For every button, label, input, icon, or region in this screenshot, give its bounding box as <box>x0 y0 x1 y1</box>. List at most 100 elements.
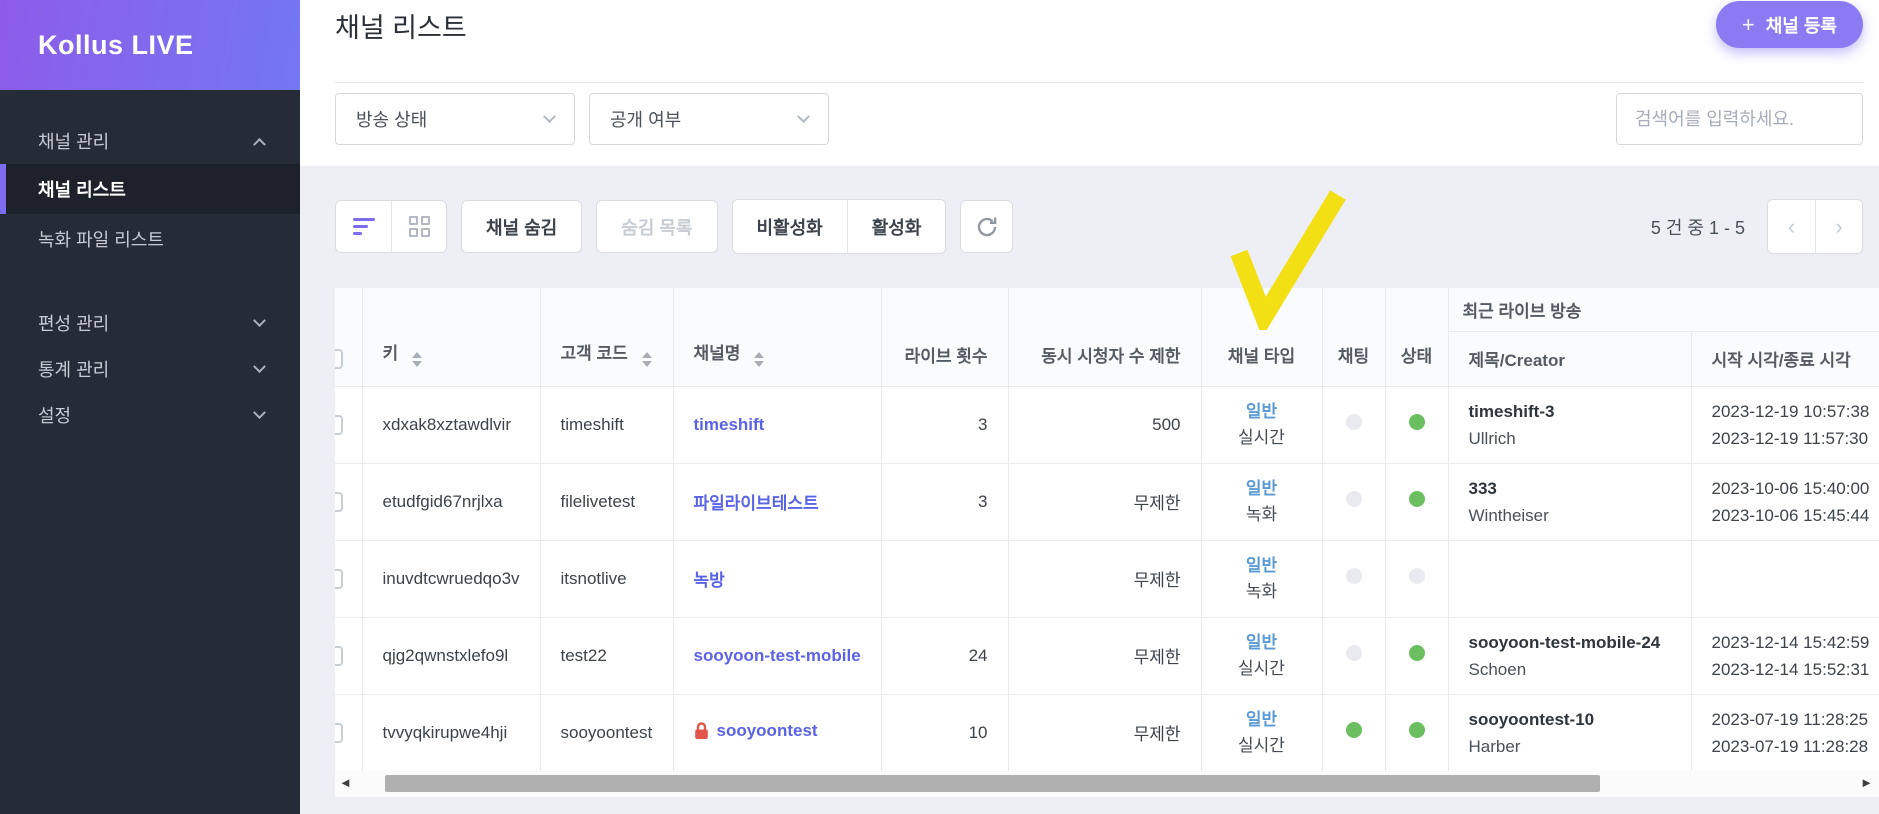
header-title-creator: 제목/Creator <box>1447 331 1692 387</box>
sidebar-menu: 채널 관리 채널 리스트 녹화 파일 리스트 편성 관리 통계 관리 설정 <box>0 90 300 438</box>
scroll-left-arrow-icon[interactable]: ◄ <box>339 775 352 790</box>
cell-viewer-limit: 무제한 <box>1007 694 1202 772</box>
sidebar-item-label: 편성 관리 <box>38 314 110 334</box>
toolbar: 채널 숨김 숨김 목록 비활성화 활성화 5 건 중 1 - 5 ‹ › <box>335 199 1863 254</box>
cell-key: qjg2qwnstxlefo9l <box>361 617 541 695</box>
channel-status-dot <box>1408 568 1425 584</box>
horizontal-scrollbar: ◄ ► <box>335 771 1879 797</box>
sort-icon <box>411 351 422 367</box>
sidebar: Kollus LIVE 채널 관리 채널 리스트 녹화 파일 리스트 편성 관리… <box>0 0 300 814</box>
sidebar-item-recorded-file-list[interactable]: 녹화 파일 리스트 <box>0 214 300 264</box>
channel-status-dot <box>1408 645 1425 661</box>
row-select-cell <box>335 386 363 464</box>
sidebar-item-statistics-management[interactable]: 통계 관리 <box>0 346 300 392</box>
cell-key: xdxak8xztawdlvir <box>361 386 541 464</box>
cell-start-end <box>1690 540 1879 618</box>
refresh-button[interactable] <box>960 200 1014 253</box>
result-count: 5 건 중 1 - 5 <box>1650 217 1745 238</box>
table-row: inuvdtcwruedqo3v itsnotlive 녹방 무제한 일반 녹화 <box>335 540 1879 618</box>
cell-channel-type: 일반 녹화 <box>1200 463 1323 541</box>
chat-status-dot <box>1345 491 1362 507</box>
row-checkbox[interactable] <box>335 491 343 512</box>
activation-button-group: 비활성화 활성화 <box>731 199 947 254</box>
cell-customer-code: sooyoontest <box>539 694 674 772</box>
cell-live-count: 3 <box>880 386 1009 464</box>
sidebar-item-scheduling-management[interactable]: 편성 관리 <box>0 300 300 346</box>
cell-channel-type: 일반 실시간 <box>1200 617 1323 695</box>
search-input[interactable] <box>1616 93 1863 145</box>
chevron-down-icon <box>543 109 556 123</box>
filter-bar: 방송 상태 공개 여부 <box>335 93 829 145</box>
cell-customer-code: filelivetest <box>539 463 674 541</box>
header-channel-name[interactable]: 채널명 <box>672 288 882 387</box>
chevron-down-icon <box>253 405 266 419</box>
select-all-checkbox[interactable] <box>335 348 343 369</box>
cell-start-end: 2023-10-06 15:40:00 2023-10-06 15:45:44 <box>1690 463 1879 541</box>
cell-viewer-limit: 무제한 <box>1007 463 1202 541</box>
plus-icon: + <box>1741 11 1755 37</box>
channel-name-link[interactable]: 파일라이브테스트 <box>693 494 819 513</box>
sidebar-item-channel-list[interactable]: 채널 리스트 <box>0 164 300 214</box>
row-checkbox[interactable] <box>335 645 343 666</box>
sidebar-item-label: 통계 관리 <box>38 360 110 380</box>
channel-status-dot <box>1408 414 1425 430</box>
register-channel-button[interactable]: + 채널 등록 <box>1715 1 1863 48</box>
cell-status <box>1384 694 1449 772</box>
header-divider <box>335 82 1863 83</box>
cell-start-end: 2023-12-19 10:57:38 2023-12-19 11:57:30 <box>1690 386 1879 464</box>
header-key[interactable]: 키 <box>361 288 541 387</box>
sidebar-item-channel-management[interactable]: 채널 관리 <box>0 118 300 164</box>
header-chat: 채팅 <box>1321 288 1386 387</box>
cell-key: inuvdtcwruedqo3v <box>361 540 541 618</box>
cell-chat <box>1321 694 1386 772</box>
channel-name-link[interactable]: 녹방 <box>693 571 725 590</box>
row-checkbox[interactable] <box>335 722 343 743</box>
activate-button[interactable]: 활성화 <box>846 200 946 253</box>
cell-customer-code: test22 <box>539 617 674 695</box>
deactivate-button[interactable]: 비활성화 <box>732 200 847 253</box>
next-page-button[interactable]: › <box>1815 200 1862 253</box>
table-row: xdxak8xztawdlvir timeshift timeshift 3 5… <box>335 386 1879 464</box>
view-mode-toggle <box>335 200 447 253</box>
channel-name-link[interactable]: sooyoon-test-mobile <box>693 645 861 665</box>
hidden-list-button[interactable]: 숨김 목록 <box>596 200 718 253</box>
grid-view-icon <box>408 216 430 237</box>
cell-start-end: 2023-12-14 15:42:59 2023-12-14 15:52:31 <box>1690 617 1879 695</box>
sort-icon <box>641 351 652 367</box>
cell-customer-code: timeshift <box>539 386 674 464</box>
broadcast-status-select[interactable]: 방송 상태 <box>335 93 575 145</box>
cell-channel-type: 일반 실시간 <box>1200 694 1323 772</box>
scrollbar-thumb[interactable] <box>385 775 1600 792</box>
app-logo: Kollus LIVE <box>0 0 300 90</box>
channel-name-link[interactable]: timeshift <box>693 414 765 434</box>
cell-start-end: 2023-07-19 11:28:25 2023-07-19 11:28:28 <box>1690 694 1879 772</box>
header-live-count: 라이브 횟수 <box>880 288 1009 387</box>
grid-view-button[interactable] <box>391 201 446 252</box>
row-select-cell <box>335 617 363 695</box>
visibility-select[interactable]: 공개 여부 <box>589 93 829 145</box>
sidebar-item-label: 녹화 파일 리스트 <box>38 230 164 250</box>
cell-channel-name: timeshift <box>672 386 882 464</box>
chat-status-dot <box>1345 645 1362 661</box>
pagination: ‹ › <box>1767 199 1863 254</box>
channel-name-link[interactable]: sooyoontest <box>694 721 818 741</box>
header-status: 상태 <box>1384 288 1449 387</box>
chevron-down-icon <box>253 359 266 373</box>
list-view-button[interactable] <box>336 201 391 252</box>
scroll-right-arrow-icon[interactable]: ► <box>1860 775 1873 790</box>
cell-live-count: 10 <box>880 694 1009 772</box>
list-view-icon <box>352 218 375 235</box>
row-select-cell <box>335 540 363 618</box>
chat-status-dot <box>1345 568 1362 584</box>
cell-title-creator: sooyoontest-10 Harber <box>1447 694 1692 772</box>
header-customer-code[interactable]: 고객 코드 <box>539 288 674 387</box>
sidebar-item-settings[interactable]: 설정 <box>0 392 300 438</box>
header-recent-live-group: 최근 라이브 방송 <box>1447 288 1879 332</box>
lock-icon <box>694 721 708 739</box>
chat-status-dot <box>1345 722 1362 738</box>
row-checkbox[interactable] <box>335 414 343 435</box>
row-checkbox[interactable] <box>335 568 343 589</box>
hide-channel-button[interactable]: 채널 숨김 <box>461 200 583 253</box>
prev-page-button[interactable]: ‹ <box>1768 200 1815 253</box>
chevron-down-icon <box>253 313 266 327</box>
